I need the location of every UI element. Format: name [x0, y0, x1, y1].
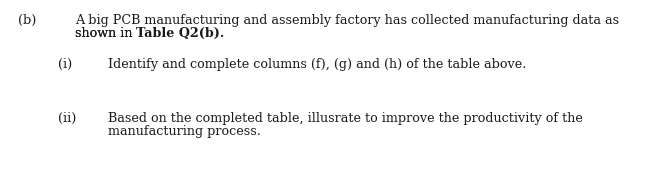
Text: (ii): (ii) — [58, 112, 77, 125]
Text: shown in: shown in — [75, 27, 137, 40]
Text: (i): (i) — [58, 58, 72, 71]
Text: (b): (b) — [18, 14, 37, 27]
Text: A big PCB manufacturing and assembly factory has collected manufacturing data as: A big PCB manufacturing and assembly fac… — [75, 14, 619, 27]
Text: shown in: shown in — [75, 27, 137, 40]
Text: Based on the completed table, illusrate to improve the productivity of the: Based on the completed table, illusrate … — [108, 112, 583, 125]
Text: manufacturing process.: manufacturing process. — [108, 125, 261, 138]
Text: Table Q2(b).: Table Q2(b). — [137, 27, 225, 40]
Text: Identify and complete columns (f), (g) and (h) of the table above.: Identify and complete columns (f), (g) a… — [108, 58, 526, 71]
